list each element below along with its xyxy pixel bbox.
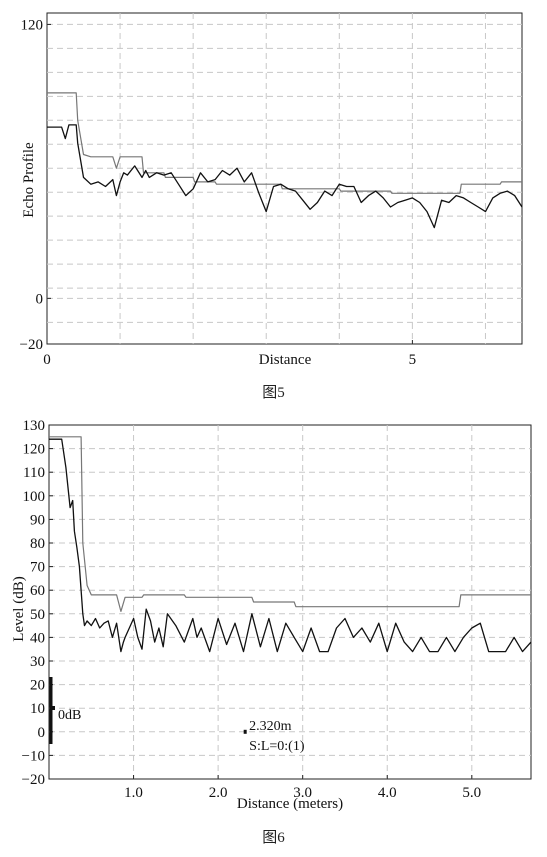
series-upper-line: [47, 92, 522, 194]
y-tick-label: 10: [30, 701, 45, 717]
y-tick-label: 90: [30, 512, 45, 528]
grid: [47, 13, 522, 344]
series-group: [49, 436, 532, 653]
status-label: S:L=0:(1): [249, 739, 305, 754]
y-tick-label: −20: [20, 337, 43, 353]
y-tick-label: 50: [30, 607, 45, 623]
y-tick-label: 80: [30, 536, 45, 552]
y-tick-label: 60: [30, 583, 45, 599]
grid: [49, 425, 531, 779]
series-echo-line: [47, 124, 523, 229]
y-tick-label: 30: [30, 654, 45, 670]
figure-caption: 图5: [262, 385, 285, 401]
y-tick-label: 110: [23, 465, 45, 481]
level-db-chart: 1301201101009080706050403020100−10−201.0…: [11, 418, 532, 812]
series-group: [47, 92, 523, 229]
x-tick-label: 3.0: [293, 785, 312, 801]
x-tick-label: 1.0: [124, 785, 143, 801]
x-axis-label: Distance: [259, 352, 312, 368]
y-tick-label: 100: [23, 489, 46, 505]
x-tick-label: 2.0: [209, 785, 228, 801]
zero-db-label: 0dB: [58, 708, 81, 723]
figure-caption: 图6: [262, 830, 285, 846]
x-tick-label: 5: [409, 352, 417, 368]
y-tick-label: 120: [21, 17, 44, 33]
axis-ticks: 1301201101009080706050403020100−10−201.0…: [22, 418, 482, 801]
series-upper-line: [49, 436, 531, 612]
cursor-marker: [243, 729, 247, 734]
y-axis-label: Level (dB): [11, 576, 27, 641]
y-tick-label: 130: [23, 418, 46, 434]
y-axis-label: Echo Profile: [21, 142, 37, 218]
y-tick-label: 120: [23, 442, 46, 458]
y-tick-label: 0: [38, 725, 46, 741]
series-echo-line: [49, 438, 532, 653]
zero-reference-marker: [51, 706, 55, 710]
x-tick-label: 0: [43, 352, 51, 368]
y-tick-label: 70: [30, 560, 45, 576]
x-tick-label: 4.0: [378, 785, 397, 801]
y-tick-label: 20: [30, 678, 45, 694]
y-tick-label: 40: [30, 630, 45, 646]
plot-area-frame: [46, 12, 523, 345]
y-tick-label: −10: [22, 748, 45, 764]
x-axis-label: Distance (meters): [237, 796, 343, 812]
y-tick-label: −20: [22, 772, 45, 788]
x-tick-label: 5.0: [462, 785, 481, 801]
y-tick-label: 0: [36, 291, 44, 307]
cursor-distance-label: 2.320m: [249, 719, 291, 734]
